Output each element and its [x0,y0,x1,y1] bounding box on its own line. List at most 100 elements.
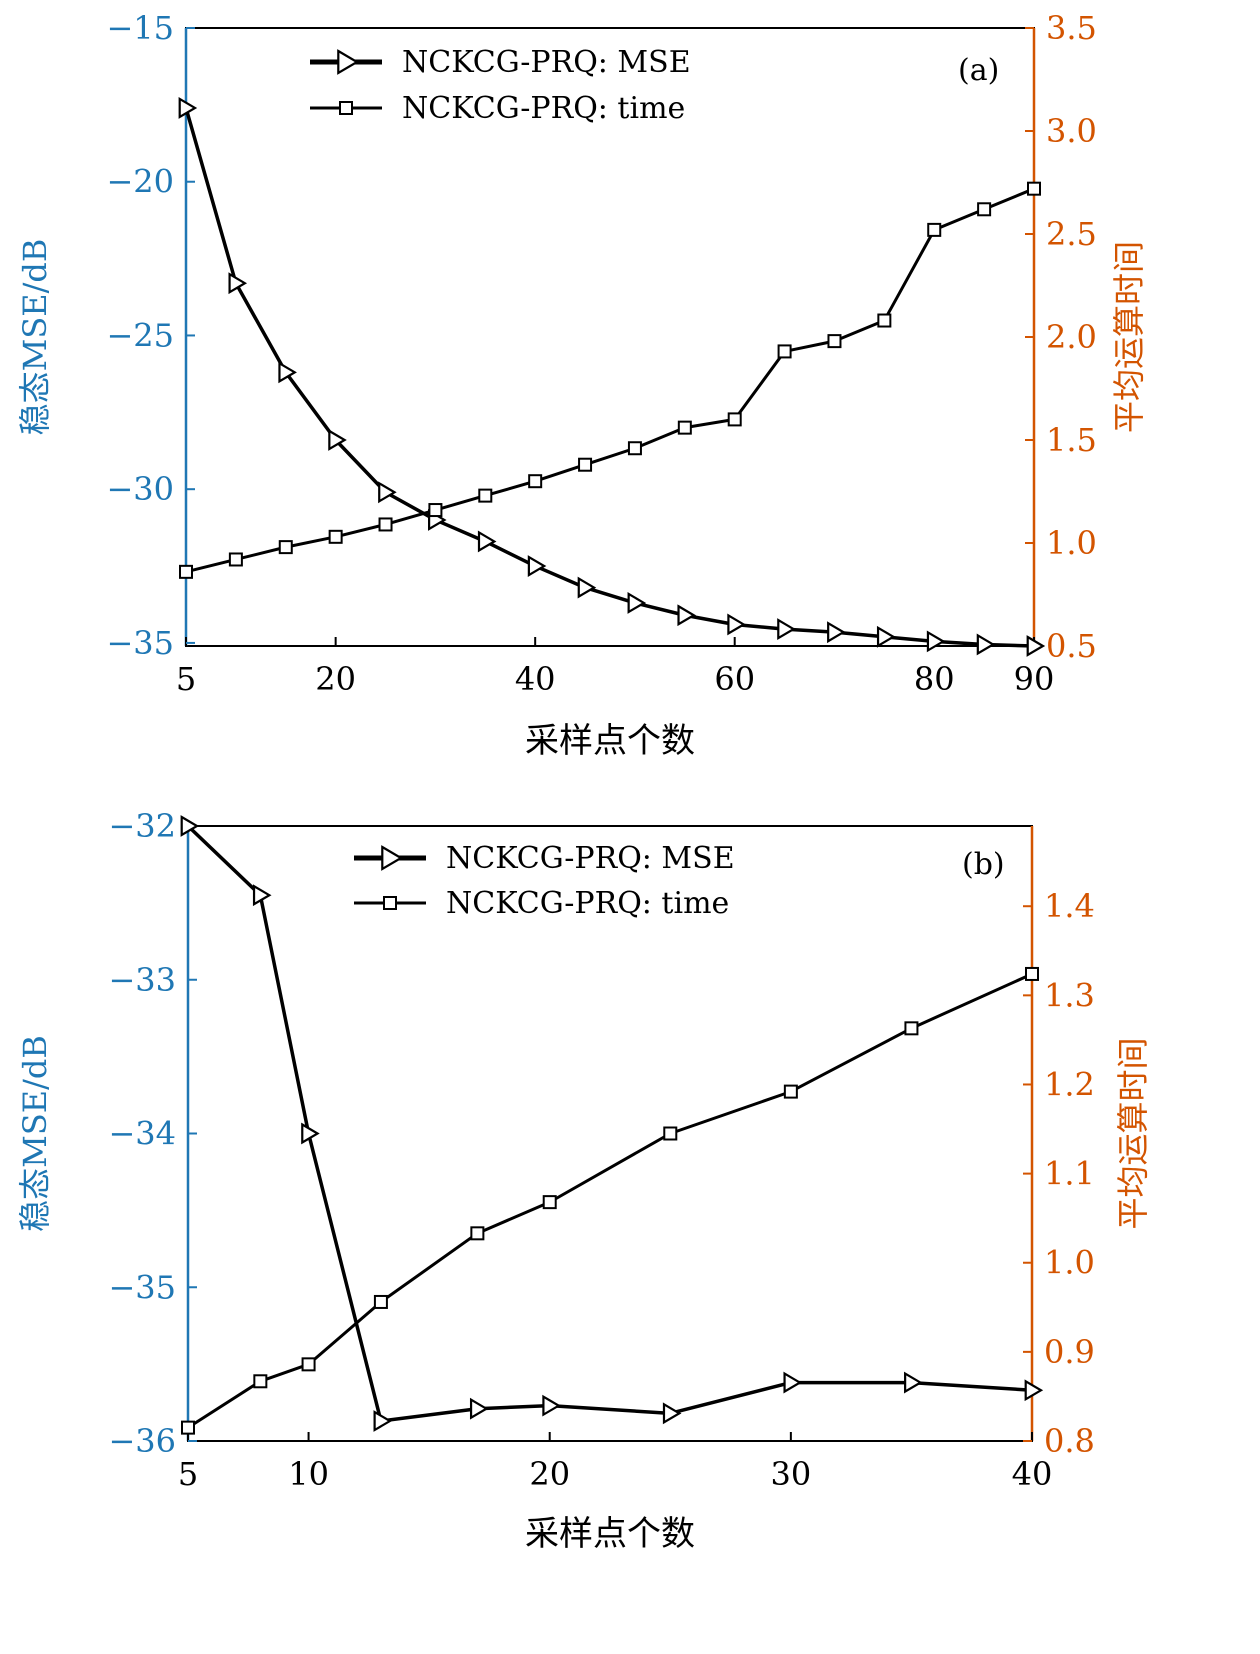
x-axis-label-a: 采样点个数 [525,721,695,761]
point-mse-a [976,633,996,656]
point-mse-a [876,625,896,648]
x-tick-label-b: 40 [1012,1455,1053,1493]
y-right-tick-label-b: 1.1 [1044,1155,1095,1193]
point-mse-b [662,1402,682,1425]
x-tick-label-a: 80 [914,660,955,698]
point-time-a [328,529,343,544]
legend-entry-mse-a: NCKCG-PRQ: MSE [402,45,691,80]
point-time-a [1027,181,1041,196]
y-right-tick-label-a: 3.5 [1046,9,1097,47]
x-tick-label-a: 20 [315,660,356,698]
y-left-tick-label-a: −20 [106,163,174,201]
point-time-a [428,503,443,518]
y-right-tick-label-a: 2.0 [1046,318,1097,356]
x-tick-label-a: 60 [714,660,755,698]
x-tick-label-a: 40 [515,660,556,698]
point-time-b [663,1126,678,1141]
y-right-axis-label-a: 平均运算时间 [1110,241,1148,433]
y-right-tick-label-a: 0.5 [1046,627,1097,665]
point-time-b [783,1084,798,1099]
legend-marker-time-b [383,896,397,910]
legend-entry-mse-b: NCKCG-PRQ: MSE [446,841,735,876]
y-left-tick-label-a: −35 [106,624,174,662]
y-right-tick-label-a: 3.0 [1046,112,1097,150]
x-tick-label-b: 20 [529,1455,570,1493]
y-right-tick-label-b: 1.4 [1044,887,1095,925]
point-time-a [478,488,493,503]
point-mse-a [777,618,796,641]
series-line-mse-b [186,824,1033,1423]
point-mse-a [477,530,497,553]
point-time-a [877,313,892,328]
point-time-a [677,420,692,435]
y-left-tick-label-a: −25 [106,316,174,354]
point-time-a [627,441,642,456]
point-time-b [301,1357,316,1372]
point-mse-b [252,884,272,907]
series-line-time-a [185,187,1035,574]
point-time-a [727,412,742,427]
x-tick-label-b: 30 [770,1455,811,1493]
point-mse-a [1026,635,1046,657]
y-left-axis-label-b: 稳态MSE/dB [16,1035,54,1232]
point-mse-a [378,481,397,504]
y-left-tick-label-a: −15 [106,9,174,47]
point-time-a [278,540,293,555]
y-left-tick-label-b: −36 [108,1422,176,1460]
point-time-a [927,222,942,237]
point-time-a [378,517,393,532]
point-mse-a [827,621,846,644]
point-mse-a [677,604,696,627]
point-time-a [179,564,193,579]
y-right-tick-label-b: 1.0 [1044,1244,1095,1282]
series-line-mse-a [184,107,1035,648]
panel-b: (b) 采样点个数 稳态MSE/dB 平均运算时间 5 10 20 30 40 −32 −3… [16,807,1152,1554]
y-left-tick-label-b: −33 [108,961,176,999]
y-left-tick-label-a: −30 [106,470,174,508]
point-time-b [470,1226,485,1241]
x-tick-label-b: 5 [178,1455,198,1493]
y-right-tick-label-a: 1.0 [1046,524,1097,562]
point-mse-a [577,576,597,599]
point-time-a [578,457,593,472]
y-right-tick-label-a: 2.5 [1046,215,1097,253]
y-left-tick-label-b: −32 [108,807,176,845]
panel-a: (a) 采样点个数 稳态MSE/dB 平均运算时间 5 20 40 60 80 90 −15… [16,9,1148,761]
point-time-a [777,344,792,359]
y-right-tick-label-b: 0.9 [1044,1333,1095,1371]
x-tick-label-b: 10 [288,1455,329,1493]
point-time-b [181,1420,195,1435]
legend-marker-mse-b [381,845,404,871]
legend-marker-mse-a [337,49,360,75]
point-time-b [542,1195,557,1210]
legend-entry-time-a: NCKCG-PRQ: time [402,91,685,126]
y-right-tick-label-b: 0.8 [1044,1422,1095,1460]
point-mse-a [627,592,647,614]
point-mse-a [178,97,198,119]
y-left-axis-label-a: 稳态MSE/dB [16,239,54,436]
point-time-b [1025,966,1039,981]
point-mse-a [727,613,746,636]
series-line-time-b [187,972,1033,1429]
panel-label-b: (b) [962,847,1005,882]
point-time-a [977,202,992,217]
point-mse-b [783,1371,803,1394]
point-time-b [373,1294,388,1309]
point-mse-b [542,1394,561,1417]
point-mse-b [469,1397,489,1420]
point-mse-b [373,1410,393,1432]
y-left-tick-label-b: −34 [108,1115,176,1153]
point-mse-a [926,630,946,653]
legend-entry-time-b: NCKCG-PRQ: time [446,886,729,921]
point-time-a [528,474,543,489]
y-right-tick-label-b: 1.3 [1044,976,1095,1014]
x-tick-label-a: 5 [176,660,196,698]
point-mse-a [278,361,297,384]
panel-label-a: (a) [958,53,999,88]
y-left-tick-label-b: −35 [108,1268,176,1306]
y-right-tick-label-b: 1.2 [1044,1065,1095,1103]
point-time-b [253,1374,268,1389]
point-mse-b [301,1122,320,1145]
point-mse-b [1024,1379,1044,1402]
